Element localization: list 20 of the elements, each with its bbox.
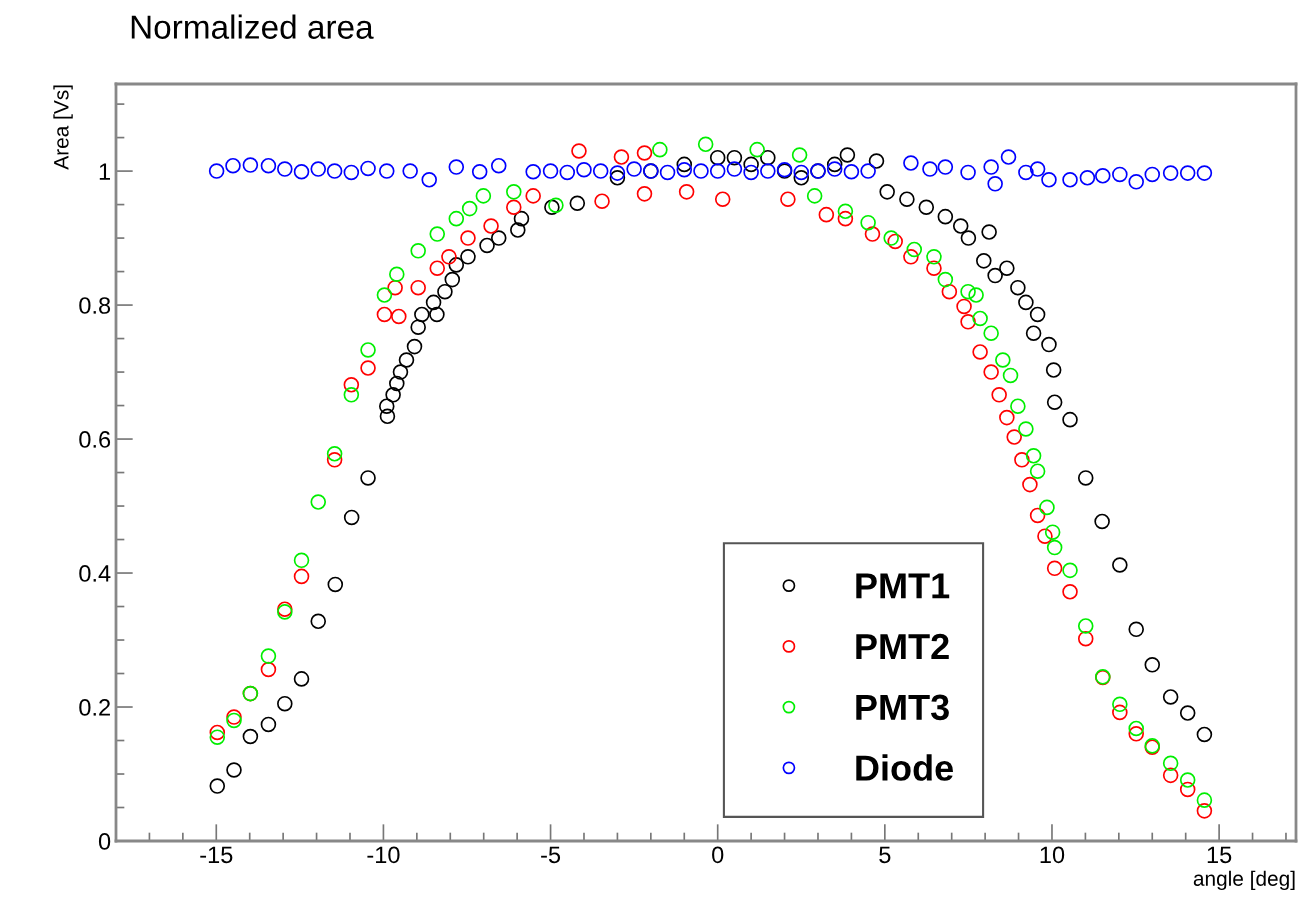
chart-title: Normalized area (131, 14, 374, 39)
x-axis-title: angle [deg] (1193, 870, 1295, 891)
legend-label: PMT3 (856, 694, 949, 721)
legend-label: PMT2 (856, 633, 949, 660)
legend-label: Diode (856, 754, 953, 781)
y-tick-label: 0.4 (79, 565, 111, 582)
x-tick-label: -10 (367, 846, 400, 864)
y-tick-label: 0.8 (79, 297, 111, 314)
legend-label: PMT1 (856, 573, 950, 599)
x-tick-label: 0 (712, 846, 724, 864)
y-tick-label: 0 (98, 833, 111, 850)
x-tick-label: -5 (541, 846, 561, 864)
x-tick-label: -15 (200, 846, 233, 864)
x-tick-label: 5 (879, 846, 891, 864)
y-tick-label: 1 (99, 163, 110, 180)
y-axis-title: Area [Vs] (53, 85, 73, 170)
y-tick-label: 0.6 (79, 431, 111, 448)
x-tick-label: 15 (1207, 846, 1232, 864)
y-tick-label: 0.2 (79, 699, 110, 716)
x-tick-label: 10 (1040, 846, 1065, 864)
